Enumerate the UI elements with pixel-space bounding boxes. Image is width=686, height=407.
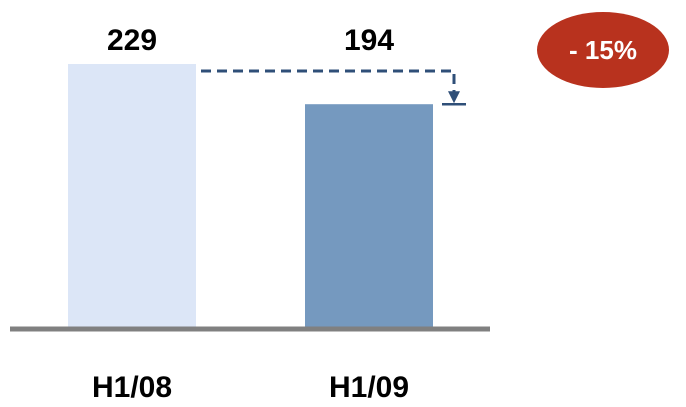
change-connector-arrowhead bbox=[448, 91, 460, 104]
value-labels-group: 229 194 bbox=[107, 24, 394, 57]
x-tick-label-h1-09: H1/09 bbox=[329, 371, 409, 404]
bar-h1-08 bbox=[68, 64, 196, 327]
bar-h1-09 bbox=[305, 104, 433, 327]
change-connector bbox=[201, 69, 466, 106]
bars-group bbox=[68, 64, 433, 327]
change-badge-label: - 15% bbox=[569, 35, 637, 65]
x-tick-labels-group: H1/08 H1/09 bbox=[92, 371, 409, 404]
value-label-h1-08: 229 bbox=[107, 24, 157, 57]
change-badge: - 15% bbox=[537, 12, 669, 88]
x-tick-label-h1-08: H1/08 bbox=[92, 371, 172, 404]
value-label-h1-09: 194 bbox=[344, 24, 394, 57]
change-connector-dashed-line bbox=[201, 69, 456, 94]
change-badge-background bbox=[537, 12, 669, 88]
